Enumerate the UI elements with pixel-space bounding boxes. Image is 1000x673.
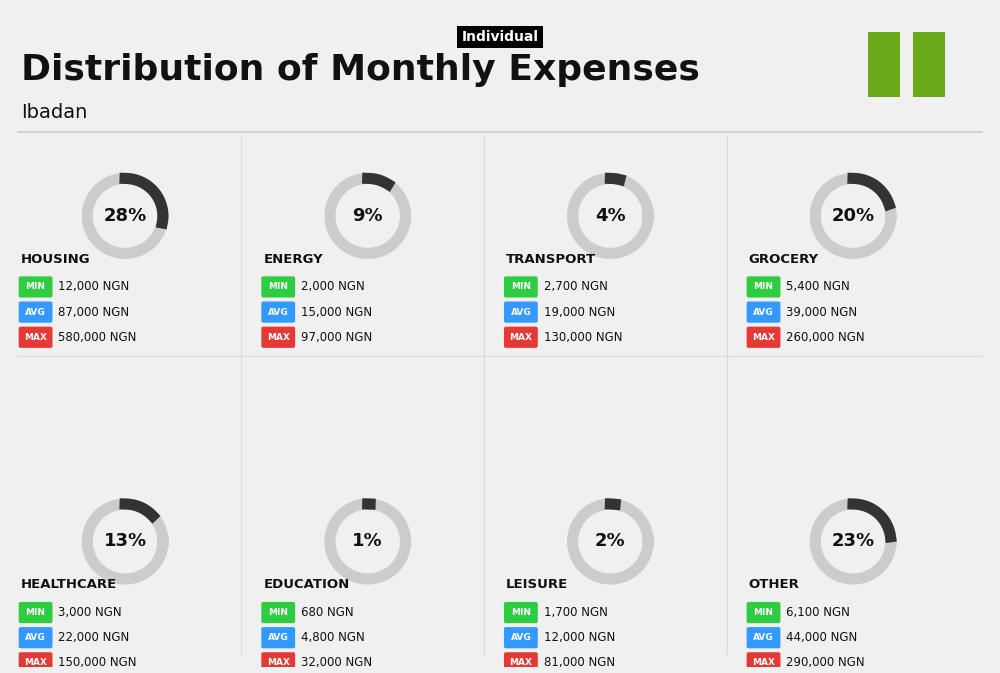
Text: 680 NGN: 680 NGN <box>301 606 354 619</box>
Text: Distribution of Monthly Expenses: Distribution of Monthly Expenses <box>21 53 700 87</box>
Text: GROCERY: GROCERY <box>749 253 819 266</box>
Text: AVG: AVG <box>25 308 46 316</box>
FancyBboxPatch shape <box>261 627 295 648</box>
Text: 81,000 NGN: 81,000 NGN <box>544 656 615 670</box>
FancyBboxPatch shape <box>19 302 53 322</box>
Text: HOUSING: HOUSING <box>21 253 90 266</box>
Text: 6,100 NGN: 6,100 NGN <box>786 606 850 619</box>
Text: 1,700 NGN: 1,700 NGN <box>544 606 608 619</box>
Text: AVG: AVG <box>511 633 531 642</box>
FancyBboxPatch shape <box>19 277 53 297</box>
FancyBboxPatch shape <box>504 302 538 322</box>
FancyBboxPatch shape <box>747 277 780 297</box>
FancyBboxPatch shape <box>913 32 945 96</box>
Text: 39,000 NGN: 39,000 NGN <box>786 306 858 318</box>
Text: MIN: MIN <box>511 283 531 291</box>
Text: 20%: 20% <box>831 207 875 225</box>
Text: 260,000 NGN: 260,000 NGN <box>786 330 865 344</box>
Text: 97,000 NGN: 97,000 NGN <box>301 330 372 344</box>
Text: MIN: MIN <box>268 283 288 291</box>
FancyBboxPatch shape <box>747 602 780 623</box>
Text: 2,000 NGN: 2,000 NGN <box>301 281 365 293</box>
Text: 19,000 NGN: 19,000 NGN <box>544 306 615 318</box>
Text: MAX: MAX <box>509 658 532 668</box>
FancyBboxPatch shape <box>504 652 538 673</box>
Text: 2,700 NGN: 2,700 NGN <box>544 281 608 293</box>
FancyBboxPatch shape <box>19 652 53 673</box>
Text: 13%: 13% <box>104 532 147 551</box>
Text: MIN: MIN <box>754 608 774 617</box>
Text: 22,000 NGN: 22,000 NGN <box>58 631 130 644</box>
Text: MAX: MAX <box>752 332 775 342</box>
Text: MIN: MIN <box>754 283 774 291</box>
Text: LEISURE: LEISURE <box>506 578 568 592</box>
Text: Individual: Individual <box>462 30 538 44</box>
Text: 23%: 23% <box>831 532 875 551</box>
Text: 5,400 NGN: 5,400 NGN <box>786 281 850 293</box>
Text: 3,000 NGN: 3,000 NGN <box>58 606 122 619</box>
Text: HEALTHCARE: HEALTHCARE <box>21 578 117 592</box>
Text: 290,000 NGN: 290,000 NGN <box>786 656 865 670</box>
FancyBboxPatch shape <box>261 652 295 673</box>
Text: 4,800 NGN: 4,800 NGN <box>301 631 365 644</box>
FancyBboxPatch shape <box>747 652 780 673</box>
Text: 130,000 NGN: 130,000 NGN <box>544 330 622 344</box>
Text: 32,000 NGN: 32,000 NGN <box>301 656 372 670</box>
FancyBboxPatch shape <box>19 326 53 348</box>
Text: AVG: AVG <box>753 633 774 642</box>
Text: AVG: AVG <box>511 308 531 316</box>
Text: MAX: MAX <box>24 332 47 342</box>
FancyBboxPatch shape <box>261 326 295 348</box>
Text: AVG: AVG <box>25 633 46 642</box>
Text: MIN: MIN <box>511 608 531 617</box>
Text: 580,000 NGN: 580,000 NGN <box>58 330 137 344</box>
Text: 9%: 9% <box>352 207 383 225</box>
Text: 28%: 28% <box>103 207 147 225</box>
Text: MIN: MIN <box>26 283 46 291</box>
Text: 150,000 NGN: 150,000 NGN <box>58 656 137 670</box>
Text: EDUCATION: EDUCATION <box>263 578 350 592</box>
FancyBboxPatch shape <box>868 32 900 96</box>
Text: MAX: MAX <box>509 332 532 342</box>
Text: MIN: MIN <box>268 608 288 617</box>
Text: OTHER: OTHER <box>749 578 799 592</box>
Text: 87,000 NGN: 87,000 NGN <box>58 306 130 318</box>
FancyBboxPatch shape <box>747 627 780 648</box>
FancyBboxPatch shape <box>261 277 295 297</box>
FancyBboxPatch shape <box>747 326 780 348</box>
Text: 2%: 2% <box>595 532 626 551</box>
FancyBboxPatch shape <box>504 326 538 348</box>
FancyBboxPatch shape <box>504 277 538 297</box>
Text: Ibadan: Ibadan <box>21 103 87 122</box>
Text: 1%: 1% <box>352 532 383 551</box>
Text: 12,000 NGN: 12,000 NGN <box>544 631 615 644</box>
FancyBboxPatch shape <box>19 602 53 623</box>
Text: MAX: MAX <box>267 658 290 668</box>
Text: MAX: MAX <box>267 332 290 342</box>
Text: AVG: AVG <box>753 308 774 316</box>
Text: ENERGY: ENERGY <box>263 253 323 266</box>
FancyBboxPatch shape <box>261 602 295 623</box>
Text: 15,000 NGN: 15,000 NGN <box>301 306 372 318</box>
Text: AVG: AVG <box>268 633 289 642</box>
Text: MAX: MAX <box>752 658 775 668</box>
FancyBboxPatch shape <box>261 302 295 322</box>
FancyBboxPatch shape <box>747 302 780 322</box>
Text: 44,000 NGN: 44,000 NGN <box>786 631 858 644</box>
Text: AVG: AVG <box>268 308 289 316</box>
FancyBboxPatch shape <box>504 627 538 648</box>
FancyBboxPatch shape <box>19 627 53 648</box>
Text: TRANSPORT: TRANSPORT <box>506 253 596 266</box>
Text: 12,000 NGN: 12,000 NGN <box>58 281 130 293</box>
Text: 4%: 4% <box>595 207 626 225</box>
Text: MIN: MIN <box>26 608 46 617</box>
FancyBboxPatch shape <box>504 602 538 623</box>
Text: MAX: MAX <box>24 658 47 668</box>
